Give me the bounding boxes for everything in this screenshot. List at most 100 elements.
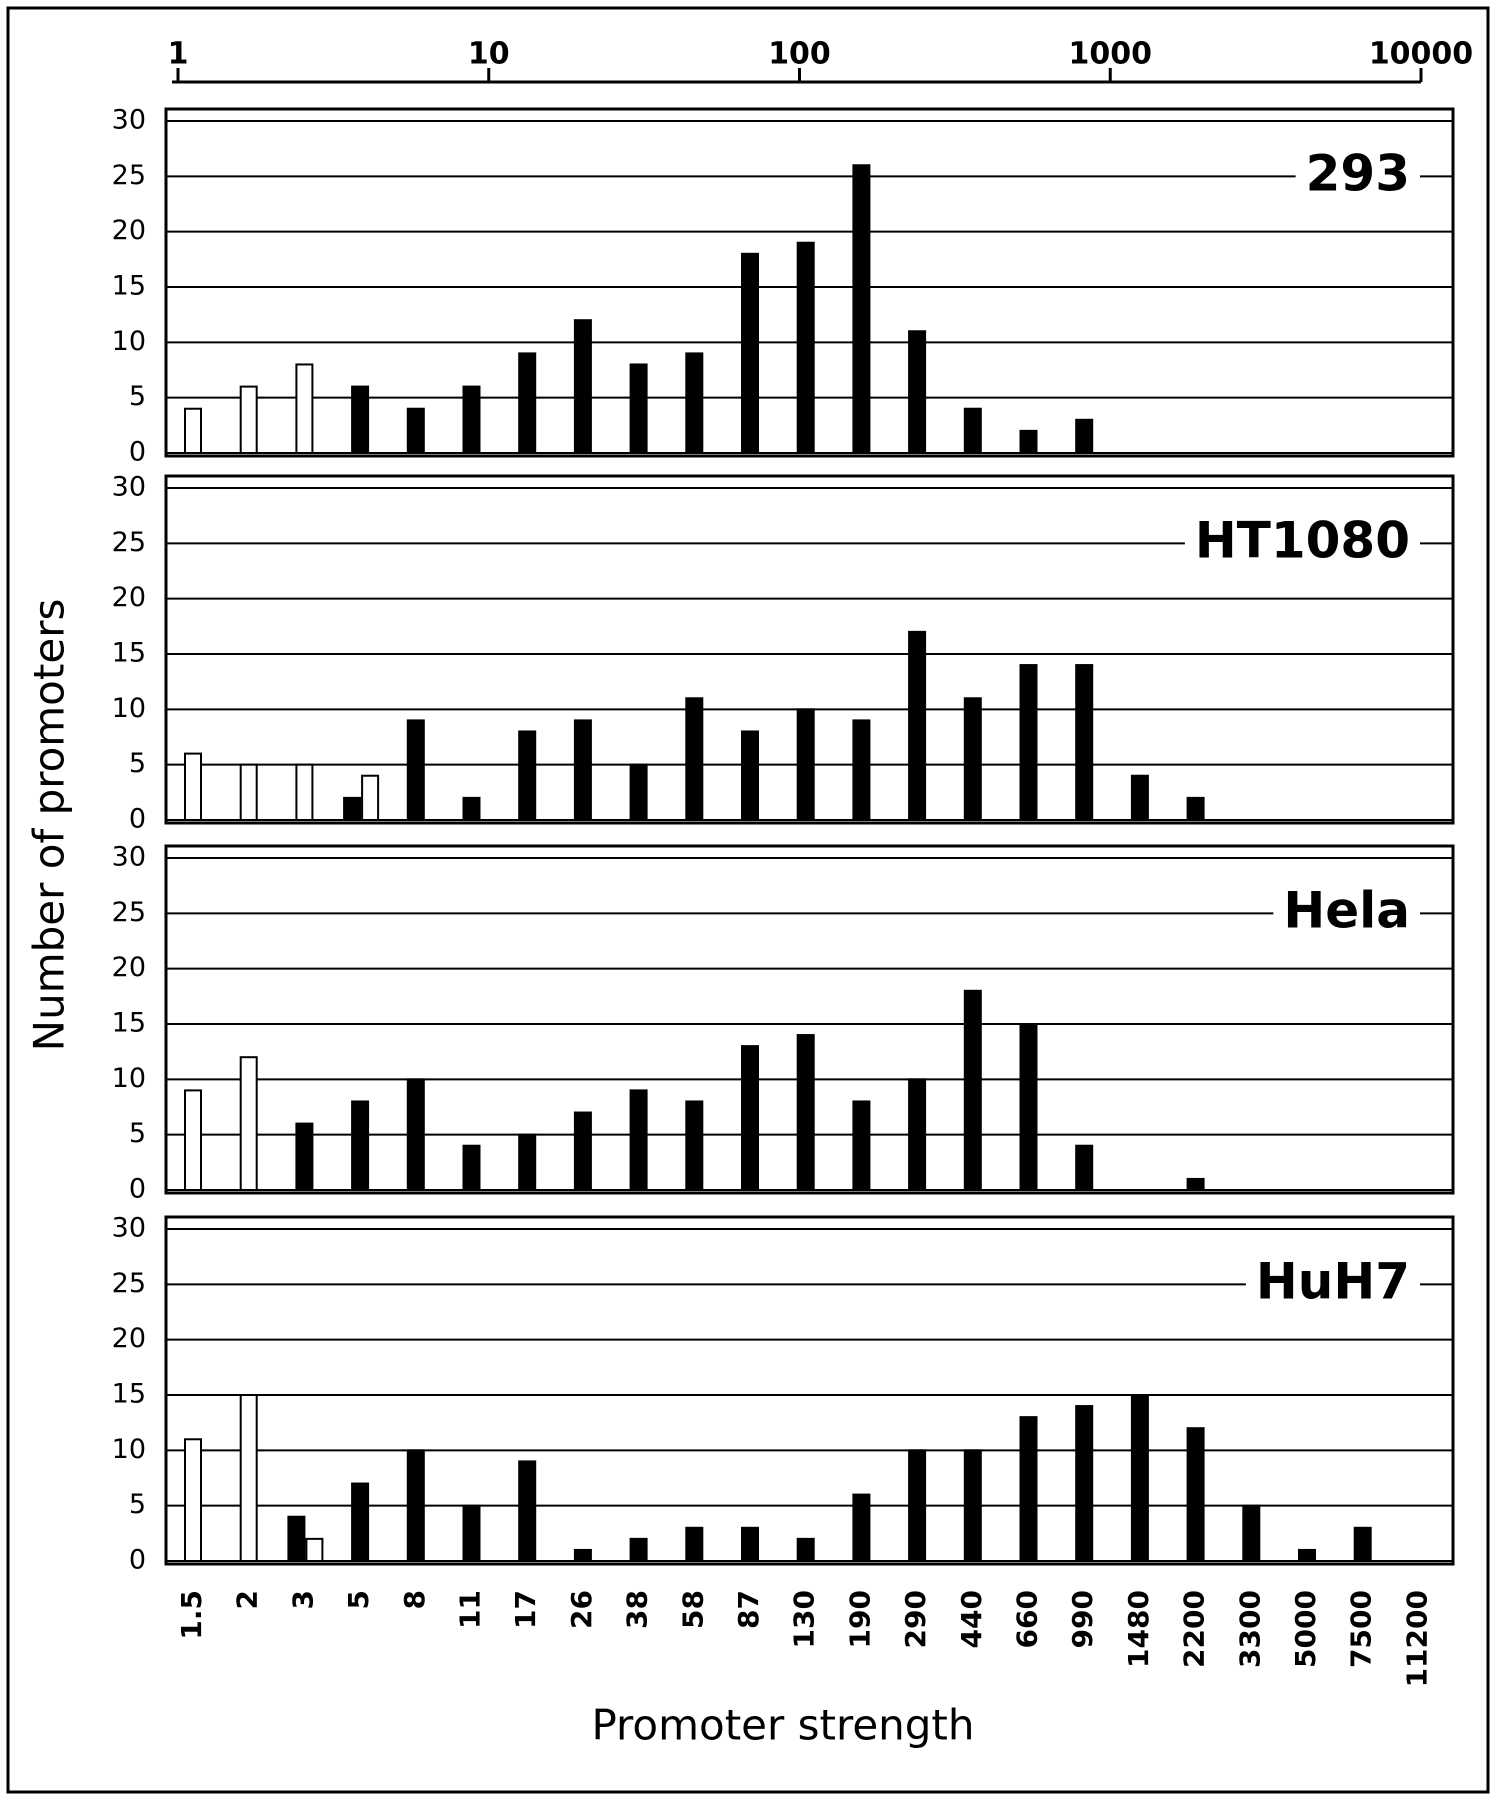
bar xyxy=(796,1537,815,1563)
y-tick-label: 25 xyxy=(112,160,146,191)
bar xyxy=(1019,1023,1038,1191)
y-tick-label: 30 xyxy=(112,842,146,873)
x-tick-label: 5 xyxy=(342,1590,375,1609)
y-tick-label: 20 xyxy=(112,582,146,613)
x-tick-label: 7500 xyxy=(1345,1590,1378,1668)
panel-title: Hela xyxy=(1283,882,1410,940)
bar xyxy=(184,407,202,455)
y-tick-label: 0 xyxy=(129,804,146,835)
y-tick-label: 0 xyxy=(129,1545,146,1576)
panel-frame xyxy=(164,1215,1455,1566)
y-tick-label: 30 xyxy=(112,105,146,136)
x-tick-label: 87 xyxy=(732,1590,765,1629)
bar xyxy=(287,1515,306,1562)
x-tick-label: 26 xyxy=(565,1590,598,1629)
top-tick-label: 1 xyxy=(168,37,189,72)
title-backdrop xyxy=(1295,144,1420,203)
bar xyxy=(518,730,537,822)
y-tick-label: 25 xyxy=(112,897,146,928)
bar xyxy=(741,730,759,822)
bar xyxy=(1130,774,1149,822)
bar xyxy=(796,1034,815,1191)
panel-title: HuH7 xyxy=(1256,1253,1410,1311)
bar xyxy=(406,1449,425,1563)
x-tick-label: 3300 xyxy=(1233,1590,1266,1668)
bar xyxy=(1075,1144,1094,1191)
x-tick-label: 990 xyxy=(1066,1590,1099,1648)
bar xyxy=(629,1537,648,1563)
x-tick-label: 11200 xyxy=(1400,1590,1433,1687)
y-tick-label: 25 xyxy=(112,527,146,558)
bar xyxy=(406,1078,425,1192)
bar xyxy=(1186,1427,1205,1562)
bar xyxy=(685,1526,704,1563)
y-tick-label: 5 xyxy=(129,1118,146,1149)
x-tick-label: 2200 xyxy=(1178,1590,1211,1668)
bar xyxy=(963,697,982,821)
bar xyxy=(1019,664,1038,821)
panel-title: HT1080 xyxy=(1195,512,1410,570)
x-tick-label: 8 xyxy=(398,1590,431,1609)
bar xyxy=(685,697,704,821)
bar xyxy=(518,1133,537,1191)
y-tick-label: 15 xyxy=(112,1379,146,1410)
x-tick-label: 1.5 xyxy=(175,1590,208,1640)
y-tick-label: 0 xyxy=(129,1174,146,1205)
x-tick-label: 440 xyxy=(955,1590,988,1648)
y-tick-label: 25 xyxy=(112,1268,146,1299)
bar xyxy=(852,164,871,454)
bar xyxy=(852,719,871,822)
bar xyxy=(573,1548,592,1563)
bar xyxy=(796,708,815,821)
x-tick-label: 290 xyxy=(899,1590,932,1648)
bar xyxy=(852,1100,871,1192)
top-tick-label: 10000 xyxy=(1369,37,1473,72)
bar xyxy=(908,1078,927,1192)
bar xyxy=(239,763,258,822)
top-tick-label: 1000 xyxy=(1069,37,1153,72)
top-tick-label: 10 xyxy=(468,37,510,72)
bar xyxy=(685,1100,704,1192)
y-axis-label: Number of promoters xyxy=(25,599,74,1052)
bar xyxy=(1019,429,1038,455)
bar xyxy=(518,1460,537,1563)
title-backdrop xyxy=(1245,1252,1420,1311)
bar xyxy=(741,1045,759,1191)
y-tick-label: 15 xyxy=(112,638,146,669)
y-tick-label: 5 xyxy=(129,381,146,412)
bar xyxy=(1298,1548,1316,1563)
bar xyxy=(908,330,927,454)
panel-frame xyxy=(164,107,1455,458)
x-tick-label: 190 xyxy=(843,1590,876,1648)
bar xyxy=(796,241,815,454)
bar xyxy=(1242,1504,1261,1562)
y-tick-label: 10 xyxy=(112,1063,146,1094)
bar xyxy=(184,1438,202,1563)
x-tick-label: 58 xyxy=(676,1590,709,1629)
x-tick-label: 3 xyxy=(286,1590,319,1609)
bar xyxy=(1186,796,1205,821)
bar xyxy=(1353,1526,1372,1563)
bar xyxy=(1075,418,1094,454)
bar xyxy=(963,989,982,1191)
panel-frame xyxy=(164,844,1455,1195)
bar xyxy=(1019,1416,1038,1562)
y-tick-label: 10 xyxy=(112,1434,146,1465)
x-tick-label: 1480 xyxy=(1122,1590,1155,1668)
y-tick-label: 15 xyxy=(112,1008,146,1039)
y-tick-label: 15 xyxy=(112,271,146,302)
y-tick-label: 5 xyxy=(129,1489,146,1520)
title-backdrop xyxy=(1184,511,1420,570)
bar xyxy=(239,1394,258,1562)
x-axis-label: Promoter strength xyxy=(591,1701,974,1750)
y-tick-label: 20 xyxy=(112,952,146,983)
bar xyxy=(462,1504,481,1562)
y-tick-label: 5 xyxy=(129,748,146,779)
y-tick-label: 30 xyxy=(112,1213,146,1244)
bar xyxy=(351,385,370,455)
bar xyxy=(741,252,759,454)
x-tick-label: 11 xyxy=(454,1590,487,1629)
bar xyxy=(1130,1394,1149,1562)
x-tick-label: 130 xyxy=(788,1590,821,1648)
bar xyxy=(629,763,648,822)
